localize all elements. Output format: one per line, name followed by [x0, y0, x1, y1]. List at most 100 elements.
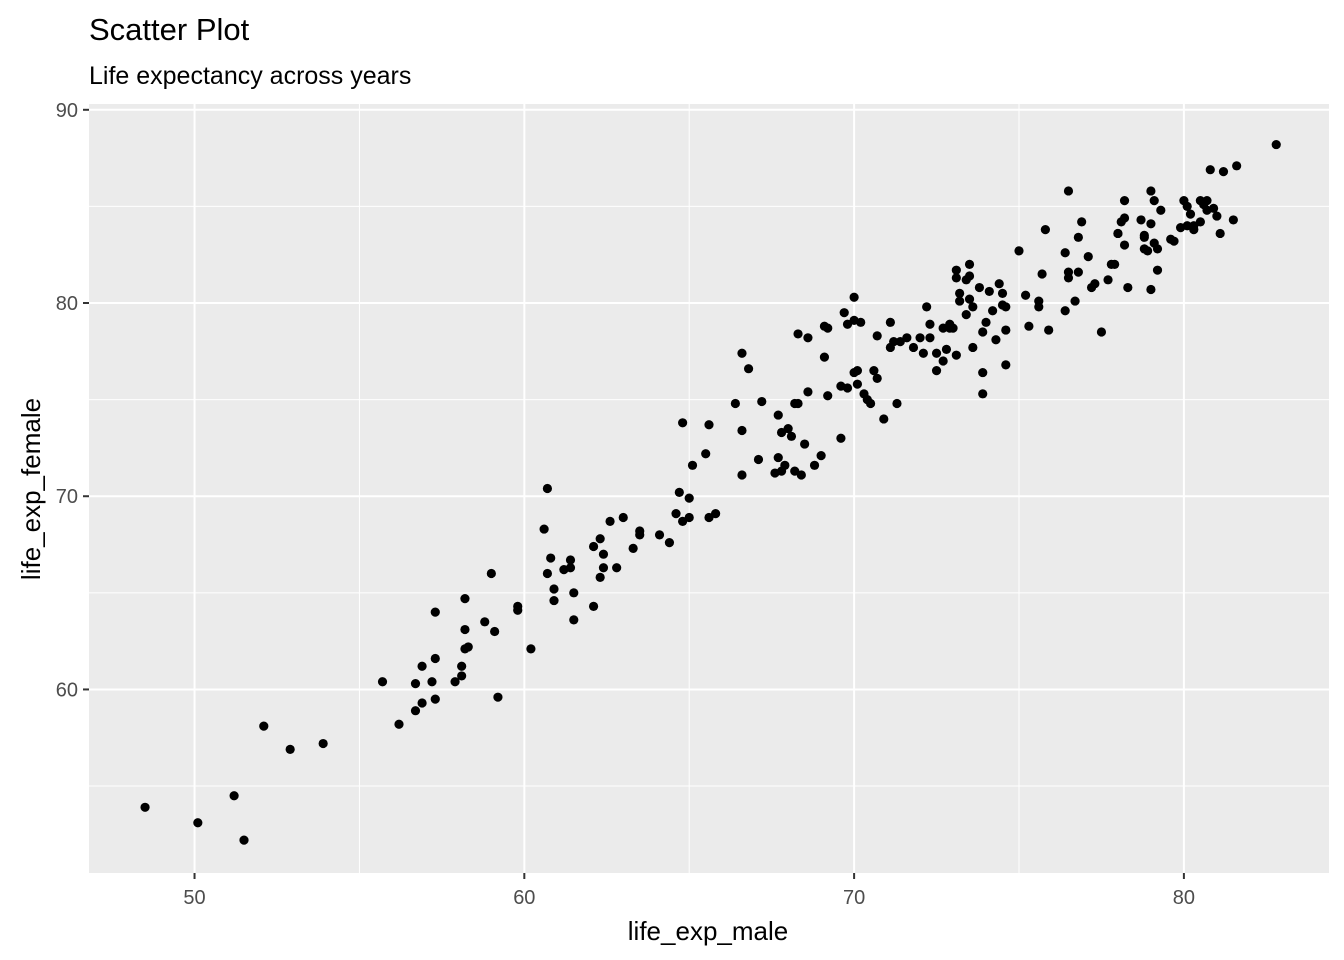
data-point: [984, 286, 994, 297]
data-point: [730, 398, 740, 409]
data-point: [1123, 282, 1133, 293]
x-axis: 50 60 70 80: [183, 873, 1195, 909]
data-point: [1001, 302, 1011, 312]
data-point: [865, 398, 876, 409]
data-point: [1073, 232, 1083, 242]
data-point: [839, 308, 849, 318]
data-point: [1119, 240, 1130, 250]
data-point: [539, 524, 549, 534]
data-point: [823, 323, 833, 333]
data-point: [955, 288, 965, 298]
data-point: [430, 607, 440, 617]
data-point: [710, 509, 721, 519]
data-point: [836, 433, 846, 443]
data-point: [618, 512, 628, 523]
data-point: [1001, 325, 1011, 335]
data-point: [1195, 217, 1205, 227]
data-point: [872, 373, 882, 383]
data-point: [978, 327, 988, 337]
data-point: [852, 379, 863, 389]
data-point: [1146, 284, 1156, 295]
data-point: [793, 398, 803, 409]
data-point: [951, 273, 961, 283]
data-point: [1119, 213, 1130, 223]
data-point: [549, 595, 559, 606]
data-point: [1060, 248, 1070, 258]
y-tick-label: 80: [56, 293, 78, 315]
data-point: [955, 296, 965, 306]
data-point: [526, 644, 536, 654]
data-point: [410, 706, 421, 716]
data-point: [595, 572, 605, 582]
data-point: [285, 744, 295, 754]
data-point: [737, 470, 747, 480]
data-point: [1205, 165, 1215, 175]
data-point: [684, 512, 694, 523]
data-point: [737, 348, 747, 358]
data-point: [1152, 265, 1163, 275]
data-point: [743, 364, 754, 374]
data-point: [786, 431, 797, 441]
data-point: [879, 414, 889, 424]
data-point: [1083, 252, 1093, 262]
y-axis-title: life_exp_female: [16, 398, 46, 580]
data-point: [823, 391, 833, 401]
data-point: [819, 352, 830, 362]
data-point: [635, 526, 645, 536]
data-point: [988, 306, 998, 316]
data-point: [417, 661, 427, 671]
data-point: [948, 323, 958, 333]
data-point: [872, 331, 882, 341]
data-point: [513, 605, 523, 615]
data-point: [588, 601, 599, 611]
data-point: [1215, 228, 1225, 239]
data-point: [193, 818, 203, 828]
data-point: [460, 594, 470, 604]
data-point: [1202, 196, 1212, 206]
data-point: [480, 617, 490, 627]
data-point: [1110, 259, 1120, 269]
data-point: [664, 538, 675, 548]
data-point: [549, 584, 559, 594]
data-point: [922, 302, 932, 312]
data-point: [1044, 325, 1054, 335]
x-tick-label: 70: [843, 887, 865, 909]
data-point: [780, 460, 790, 470]
data-point: [951, 265, 961, 275]
data-point: [542, 568, 553, 579]
data-point: [1228, 215, 1238, 225]
data-point: [1119, 196, 1130, 206]
data-point: [800, 439, 810, 449]
data-point: [460, 644, 470, 654]
data-point: [377, 677, 388, 687]
data-point: [753, 454, 764, 465]
data-point: [490, 626, 500, 637]
data-point: [931, 366, 942, 376]
x-tick-label: 80: [1173, 887, 1195, 909]
data-point: [918, 348, 928, 358]
data-point: [1037, 269, 1047, 279]
data-point: [892, 398, 902, 409]
data-point: [460, 624, 470, 635]
data-point: [783, 424, 793, 434]
data-point: [565, 555, 576, 565]
data-point: [1139, 232, 1149, 242]
y-tick-label: 60: [56, 679, 78, 701]
data-point: [849, 292, 859, 302]
data-point: [1070, 296, 1080, 306]
data-point: [1014, 246, 1024, 256]
data-point: [1146, 219, 1156, 229]
data-point: [654, 530, 665, 540]
data-point: [140, 802, 150, 812]
data-point: [809, 460, 820, 470]
data-point: [978, 389, 988, 399]
data-point: [678, 418, 688, 428]
data-point: [968, 342, 978, 353]
data-point: [457, 671, 467, 681]
data-point: [569, 615, 579, 625]
y-tick-label: 90: [56, 100, 78, 122]
data-point: [1156, 205, 1166, 215]
data-point: [1024, 321, 1034, 331]
data-point: [1169, 236, 1179, 246]
data-point: [1077, 217, 1087, 227]
